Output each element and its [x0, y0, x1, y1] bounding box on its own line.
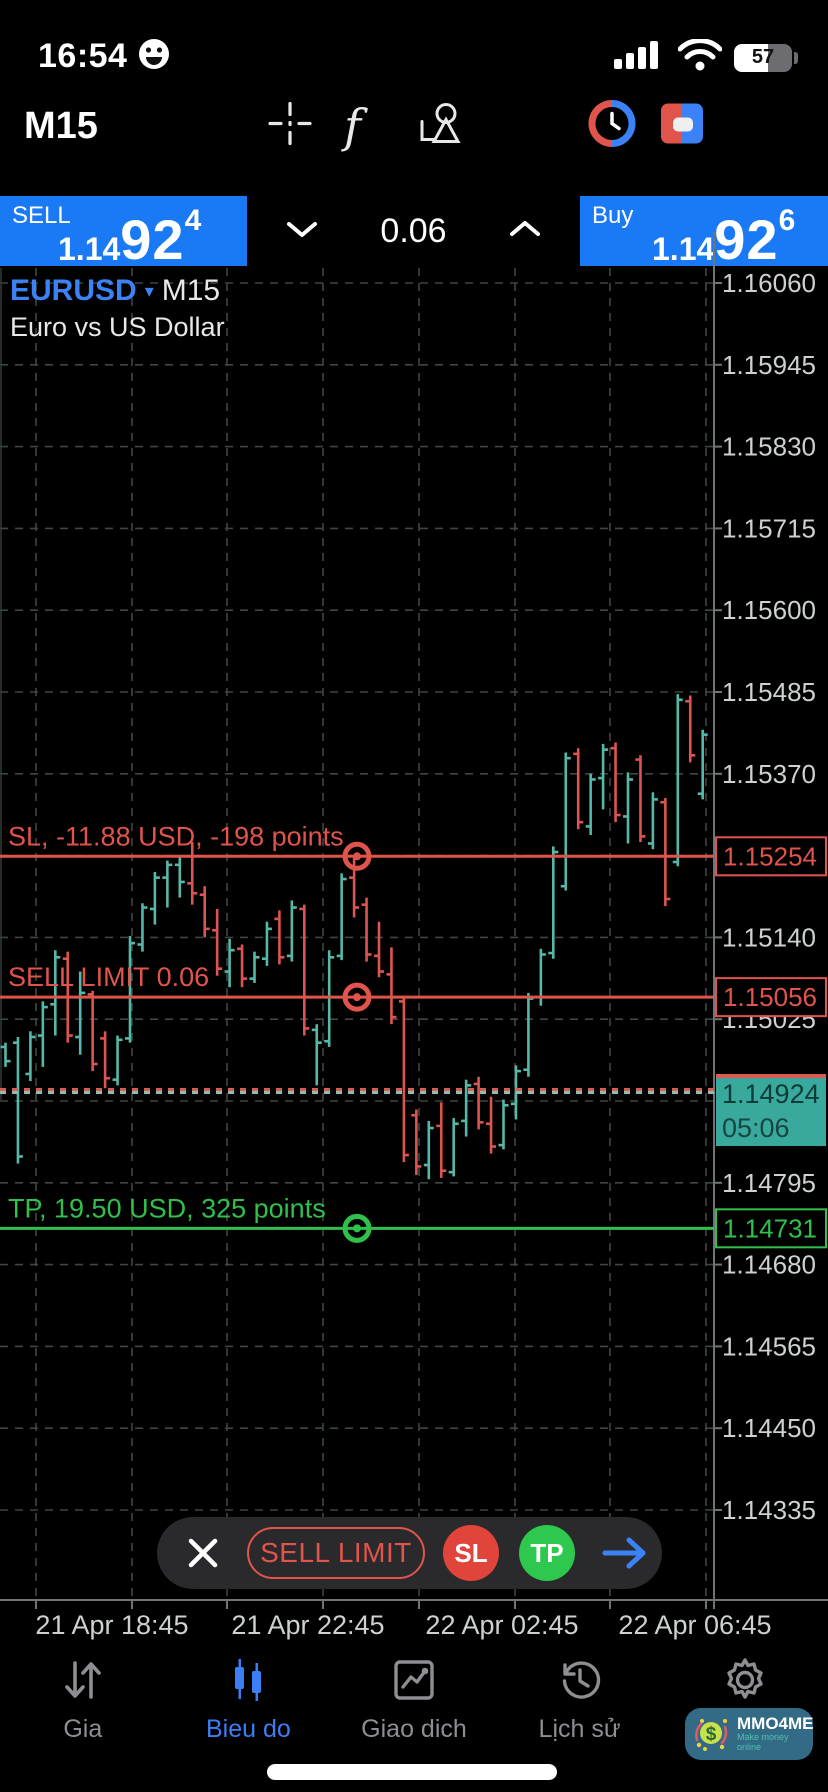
order-edit-toolbar: SELL LIMIT SL TP — [157, 1517, 662, 1589]
buy-label: Buy — [592, 202, 634, 229]
sl-drag-handle[interactable] — [342, 841, 372, 871]
sell-limit-drag-handle[interactable] — [342, 982, 372, 1012]
dollar-coin-icon: $ — [689, 1712, 733, 1756]
watermark-subtitle: Make money online — [737, 1732, 789, 1753]
watermark-title: MMO4ME — [737, 1713, 814, 1733]
stop-loss-button[interactable]: SL — [443, 1525, 499, 1581]
tab-bar: Gia Bieu do Giao dich Lịch sử Cai dat — [0, 1645, 828, 1792]
wifi-icon — [677, 38, 723, 76]
trade-chart-box-icon — [389, 1653, 439, 1707]
buy-button[interactable]: Buy 1.14 92 6 — [580, 196, 828, 271]
candlestick-chart-icon — [223, 1653, 273, 1707]
tab-trade[interactable]: Giao dich — [331, 1645, 497, 1792]
sell-limit-line[interactable]: SELL LIMIT 0.06 1.15056 — [0, 962, 827, 1018]
grid-layer — [0, 268, 714, 1600]
confirm-arrow-icon[interactable] — [601, 1535, 651, 1571]
history-clock-icon — [555, 1653, 605, 1707]
crosshair-icon[interactable] — [266, 100, 314, 153]
price-tick-label: 1.14680 — [722, 1250, 816, 1280]
close-icon[interactable] — [185, 1535, 221, 1571]
volume-decrease-button[interactable] — [285, 219, 319, 244]
tp-price-box: 1.14731 — [723, 1213, 817, 1243]
tab-quotes[interactable]: Gia — [0, 1645, 166, 1792]
indicators-icon[interactable]: f — [344, 99, 362, 153]
price-tick-label: 1.14335 — [722, 1495, 816, 1525]
volume-value[interactable]: 0.06 — [380, 211, 447, 250]
time-tick-label: 22 Apr 06:45 — [618, 1610, 771, 1640]
bar-countdown: 05:06 — [722, 1113, 790, 1143]
price-tick-label: 1.14795 — [722, 1168, 816, 1198]
chart-header: EURUSD ▾ M15 Euro vs US Dollar — [10, 274, 225, 343]
price-tick-label: 1.14450 — [722, 1413, 816, 1443]
bars-layer[interactable] — [0, 694, 708, 1180]
sl-label: SL, -11.88 USD, -198 points — [8, 821, 344, 851]
volume-stepper: 0.06 — [247, 196, 580, 266]
time-tick-label: 22 Apr 02:45 — [425, 1610, 578, 1640]
price-tick-label: 1.14565 — [722, 1331, 816, 1361]
price-tick-label: 1.15945 — [722, 350, 816, 380]
current-price-line: 1.14924 05:06 — [0, 1074, 826, 1147]
price-tick-label: 1.15485 — [722, 677, 816, 707]
sell-limit-label: SELL LIMIT 0.06 — [8, 962, 209, 992]
symbol-selector[interactable]: EURUSD — [10, 274, 137, 307]
timeframe-button[interactable]: M15 — [24, 104, 98, 147]
tp-line[interactable]: TP, 19.50 USD, 325 points 1.14731 — [0, 1193, 827, 1249]
objects-icon[interactable] — [414, 98, 466, 155]
axis-frame — [0, 232, 828, 1609]
svg-text:$: $ — [706, 1724, 717, 1745]
tab-chart[interactable]: Bieu do — [166, 1645, 332, 1792]
sell-price: 1.14 92 4 — [58, 204, 202, 271]
buy-price: 1.14 92 6 — [652, 204, 796, 271]
trade-panel: SELL 1.14 92 4 0.06 Buy 1.14 92 6 — [0, 196, 828, 271]
arrows-up-down-icon — [58, 1653, 108, 1707]
price-tick-label: 1.15715 — [722, 513, 816, 543]
clock-time: 16:54 — [38, 37, 128, 75]
tp-label: TP, 19.50 USD, 325 points — [8, 1193, 326, 1223]
current-price-value: 1.14924 — [722, 1079, 820, 1109]
battery-percent: 57 — [751, 46, 775, 68]
home-indicator[interactable] — [267, 1764, 557, 1780]
time-tick-label: 21 Apr 18:45 — [35, 1610, 188, 1640]
gear-icon — [720, 1653, 770, 1707]
tab-history[interactable]: Lịch sử — [497, 1645, 663, 1792]
battery-icon: 57 — [734, 43, 798, 72]
tp-drag-handle[interactable] — [342, 1213, 372, 1243]
volume-increase-button[interactable] — [508, 219, 542, 244]
one-click-trading-icon[interactable] — [658, 100, 706, 153]
trading-sessions-icon[interactable] — [588, 100, 636, 153]
sell-button[interactable]: SELL 1.14 92 4 — [0, 196, 247, 271]
price-tick-label: 1.15600 — [722, 595, 816, 625]
time-axis: 21 Apr 18:45 21 Apr 22:45 22 Apr 02:45 22 A… — [35, 1610, 771, 1640]
mmo4me-watermark: $ MMO4ME Make money online — [685, 1708, 814, 1760]
smiley-emoji-icon — [137, 37, 171, 76]
price-tick-label: 1.15370 — [722, 759, 816, 789]
price-axis: 1.16060 1.15945 1.15830 1.15715 1.15600 1.154… — [714, 268, 816, 1525]
price-tick-label: 1.15830 — [722, 432, 816, 462]
chart-timeframe: M15 — [161, 274, 221, 307]
cellular-signal-icon — [614, 39, 666, 76]
sell-label: SELL — [12, 202, 71, 229]
price-tick-label: 1.15140 — [722, 922, 816, 952]
sl-price-box: 1.15254 — [723, 841, 817, 871]
time-tick-label: 21 Apr 22:45 — [231, 1610, 384, 1640]
chevron-down-icon: ▾ — [144, 280, 154, 301]
price-tick-label: 1.16060 — [722, 268, 816, 298]
sell-limit-price-box: 1.15056 — [723, 982, 817, 1012]
chart-toolbar: M15 f — [0, 90, 828, 162]
order-type-button[interactable]: SELL LIMIT — [247, 1527, 425, 1579]
take-profit-button[interactable]: TP — [519, 1525, 575, 1581]
symbol-description: Euro vs US Dollar — [10, 312, 225, 342]
sl-line[interactable]: SL, -11.88 USD, -198 points 1.15254 — [0, 821, 827, 877]
status-bar: 16:54 57 — [0, 0, 828, 90]
